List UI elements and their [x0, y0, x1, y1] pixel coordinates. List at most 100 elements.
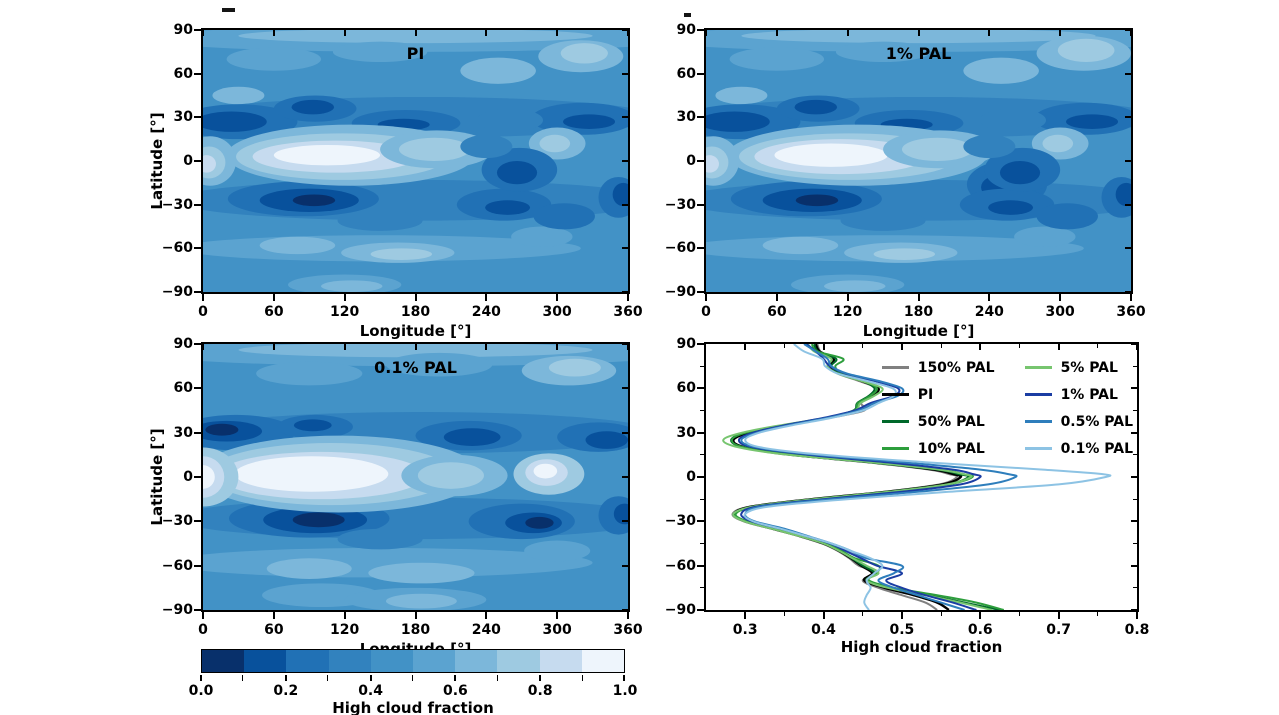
y-tick-label: −30 [161, 196, 193, 213]
legend-label: 0.1% PAL [1060, 440, 1133, 457]
colorbar-segment [581, 650, 625, 672]
axis-tick [1059, 294, 1062, 301]
axis-tick [900, 344, 903, 350]
axis-tick [622, 29, 628, 31]
y-tick-label: 30 [173, 424, 193, 441]
axis-tick [1133, 498, 1137, 500]
legend-line-swatch [881, 366, 909, 369]
axis-tick [700, 498, 704, 500]
y-tick-label: 0 [686, 153, 696, 169]
axis-tick [202, 612, 204, 619]
axis-tick [627, 30, 629, 36]
axis-tick [822, 344, 825, 350]
axis-tick [697, 72, 704, 75]
x-tick-label: 60 [264, 622, 284, 638]
axis-tick [272, 344, 275, 350]
x-tick-label: 0 [701, 304, 711, 320]
axis-tick [1136, 612, 1138, 619]
axis-tick [1136, 344, 1138, 350]
x-tick-label: 360 [1116, 304, 1146, 320]
colorbar: High cloud fraction 0.0 0.2 0.4 0.6 0.8 1.0 [189, 649, 637, 715]
axis-tick [940, 344, 942, 348]
colorbar-tick-label: 0.6 [442, 683, 468, 699]
colorbar-segment [328, 650, 371, 672]
axis-tick [622, 476, 628, 478]
axis-tick [744, 344, 747, 350]
x-tick-label: 180 [400, 304, 431, 320]
axis-tick [412, 675, 413, 681]
legend-line-swatch [881, 447, 909, 450]
colorbar-label: High cloud fraction [332, 699, 494, 715]
legend-label: 0.5% PAL [1060, 413, 1133, 430]
series-line-0-1-pal [743, 344, 1112, 610]
series-line-1-pal [737, 344, 982, 610]
map-panel-pi: PI Longitude [°] Latitude [°] 0 60 120 180 2… [148, 22, 643, 340]
axis-tick [775, 30, 778, 36]
x-tick-label: 180 [903, 304, 934, 320]
axis-tick [272, 612, 275, 619]
y-tick-label: 90 [173, 22, 193, 38]
axis-tick [1131, 343, 1137, 345]
axis-tick [697, 431, 704, 434]
axis-tick [775, 294, 778, 301]
y-tick-label: 30 [173, 109, 193, 126]
colorbar-tick-label: 0.4 [358, 683, 383, 699]
axis-tick [697, 29, 704, 31]
axis-tick [697, 291, 704, 293]
legend-item: 5% PAL [1024, 359, 1133, 376]
x-tick-label: 120 [833, 304, 863, 320]
colorbar-segment [455, 650, 498, 672]
axis-tick [622, 160, 628, 162]
legend-line-swatch [1024, 366, 1052, 369]
x-tick-label: 0 [198, 304, 208, 320]
y-tick-label: −90 [161, 284, 193, 300]
legend-label: 5% PAL [1060, 359, 1118, 376]
x-tick-label: 0.7 [1046, 622, 1072, 638]
y-tick-label: 60 [173, 380, 193, 397]
axis-tick [485, 344, 488, 350]
axis-tick [194, 476, 201, 478]
axis-tick [556, 294, 559, 301]
axis-tick [194, 291, 201, 293]
colorbar-segment [286, 650, 329, 672]
x-tick-label: 0.3 [732, 622, 758, 638]
axis-tick [622, 431, 628, 434]
axis-tick [1097, 612, 1099, 616]
axis-tick [822, 612, 825, 619]
x-tick-label: 360 [613, 304, 643, 320]
axis-tick [539, 675, 542, 681]
x-axis-label: Longitude [°] [359, 322, 472, 340]
series-line-0-5-pal [740, 344, 1018, 610]
axis-tick [1097, 344, 1099, 348]
legend-line-swatch [1024, 420, 1052, 423]
axis-tick [1125, 160, 1131, 162]
legend-label: 50% PAL [917, 413, 985, 430]
axis-tick [697, 116, 704, 119]
axis-tick [1125, 203, 1131, 206]
colorbar-tick-label: 1.0 [612, 683, 638, 699]
axis-tick [697, 609, 704, 611]
y-tick-label: 0 [686, 469, 696, 485]
y-tick-label: 90 [173, 336, 193, 352]
axis-tick [556, 30, 559, 36]
x-tick-label: 120 [330, 304, 360, 320]
axis-tick [202, 30, 204, 36]
cloud-fraction-profiles-plot [722, 344, 1112, 610]
axis-tick [697, 564, 704, 567]
axis-tick [343, 344, 346, 350]
y-tick-label: −90 [161, 602, 193, 618]
axis-tick [700, 410, 704, 411]
axis-tick [622, 387, 628, 390]
x-tick-label: 60 [767, 304, 787, 320]
axis-tick [1057, 612, 1060, 619]
legend-label: PI [917, 386, 934, 403]
colorbar-segment [413, 650, 456, 672]
axis-tick [700, 365, 704, 367]
axis-tick [700, 587, 704, 589]
axis-tick [327, 675, 329, 681]
axis-tick [1057, 344, 1060, 350]
axis-tick [622, 116, 628, 119]
legend-item: PI [881, 386, 995, 403]
colorbar-segment [370, 650, 414, 672]
axis-tick [556, 612, 559, 619]
